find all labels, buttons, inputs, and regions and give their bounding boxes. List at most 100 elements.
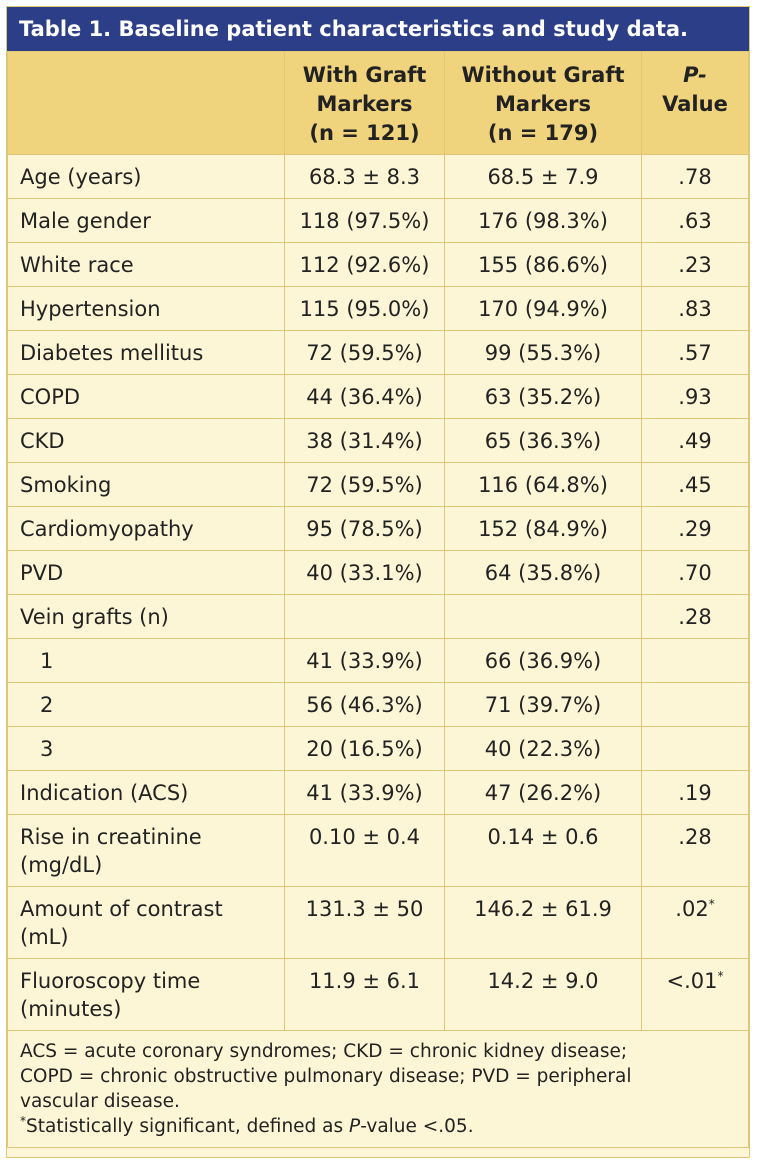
cell-p: .78	[641, 154, 749, 199]
row-label: Male gender	[7, 198, 285, 243]
cell-p	[641, 682, 749, 727]
row-label: White race	[7, 242, 285, 287]
cell-without: 176 (98.3%)	[444, 198, 642, 243]
row-label: Rise in creatinine (mg/dL)	[7, 814, 285, 887]
footnote-abbrev-1: ACS = acute coronary syndromes; CKD = ch…	[20, 1041, 628, 1062]
row-label: COPD	[7, 374, 285, 419]
cell-with: 41 (33.9%)	[284, 638, 445, 683]
table-row: Cardiomyopathy 95 (78.5%) 152 (84.9%) .2…	[7, 506, 749, 551]
cell-p: .28	[641, 594, 749, 639]
table-row: Smoking 72 (59.5%) 116 (64.8%) .45	[7, 462, 749, 507]
cell-without: 152 (84.9%)	[444, 506, 642, 551]
cell-with: 131.3 ± 50	[284, 886, 445, 959]
cell-with	[284, 594, 445, 639]
footnote-abbrev-2: COPD = chronic obstructive pulmonary dis…	[20, 1066, 632, 1087]
row-label: PVD	[7, 550, 285, 595]
cell-with: 11.9 ± 6.1	[284, 958, 445, 1031]
cell-without: 63 (35.2%)	[444, 374, 642, 419]
table-row: Vein grafts (n) .28	[7, 594, 749, 639]
cell-p	[641, 726, 749, 771]
cell-p: .93	[641, 374, 749, 419]
cell-with: 44 (36.4%)	[284, 374, 445, 419]
cell-p: .23	[641, 242, 749, 287]
cell-p: .45	[641, 462, 749, 507]
table-card: Table 1. Baseline patient characteristic…	[6, 6, 750, 1158]
cell-p: .70	[641, 550, 749, 595]
cell-without: 155 (86.6%)	[444, 242, 642, 287]
cell-without: 64 (35.8%)	[444, 550, 642, 595]
table-row: 3 20 (16.5%) 40 (22.3%)	[7, 726, 749, 771]
row-label: Fluoroscopy time (minutes)	[7, 958, 285, 1031]
table-row: COPD 44 (36.4%) 63 (35.2%) .93	[7, 374, 749, 419]
cell-without: 68.5 ± 7.9	[444, 154, 642, 199]
table-row: Rise in creatinine (mg/dL) 0.10 ± 0.4 0.…	[7, 814, 749, 887]
table-row: PVD 40 (33.1%) 64 (35.8%) .70	[7, 550, 749, 595]
cell-without: 66 (36.9%)	[444, 638, 642, 683]
cell-without	[444, 594, 642, 639]
cell-without: 47 (26.2%)	[444, 770, 642, 815]
cell-without: 116 (64.8%)	[444, 462, 642, 507]
cell-with: 68.3 ± 8.3	[284, 154, 445, 199]
cell-with: 72 (59.5%)	[284, 330, 445, 375]
significance-mark: *	[708, 897, 715, 911]
cell-without: 170 (94.9%)	[444, 286, 642, 331]
cell-with: 112 (92.6%)	[284, 242, 445, 287]
cell-p: <.01*	[641, 958, 749, 1031]
cell-p: .28	[641, 814, 749, 887]
cell-p: .57	[641, 330, 749, 375]
header-with-markers: With Graft Markers (n = 121)	[284, 51, 445, 155]
row-label: Hypertension	[7, 286, 285, 331]
row-label: Vein grafts (n)	[7, 594, 285, 639]
row-label: 2	[7, 682, 285, 727]
cell-with: 40 (33.1%)	[284, 550, 445, 595]
cell-p: .02*	[641, 886, 749, 959]
cell-without: 99 (55.3%)	[444, 330, 642, 375]
row-label: Smoking	[7, 462, 285, 507]
header-row: With Graft Markers (n = 121) Without Gra…	[7, 51, 749, 155]
cell-p: .83	[641, 286, 749, 331]
cell-with: 72 (59.5%)	[284, 462, 445, 507]
header-blank	[7, 51, 285, 155]
cell-with: 41 (33.9%)	[284, 770, 445, 815]
table-row: 2 56 (46.3%) 71 (39.7%)	[7, 682, 749, 727]
cell-with: 118 (97.5%)	[284, 198, 445, 243]
cell-without: 14.2 ± 9.0	[444, 958, 642, 1031]
row-label: Diabetes mellitus	[7, 330, 285, 375]
table-row: Indication (ACS) 41 (33.9%) 47 (26.2%) .…	[7, 770, 749, 815]
cell-p	[641, 638, 749, 683]
cell-without: 40 (22.3%)	[444, 726, 642, 771]
cell-p: .29	[641, 506, 749, 551]
table-row: Fluoroscopy time (minutes) 11.9 ± 6.1 14…	[7, 958, 749, 1031]
footnote: ACS = acute coronary syndromes; CKD = ch…	[7, 1030, 749, 1148]
cell-with: 56 (46.3%)	[284, 682, 445, 727]
row-label: 3	[7, 726, 285, 771]
cell-p: .19	[641, 770, 749, 815]
cell-p: .63	[641, 198, 749, 243]
header-p-value: P- Value	[641, 51, 749, 155]
cell-with: 95 (78.5%)	[284, 506, 445, 551]
cell-with: 38 (31.4%)	[284, 418, 445, 463]
cell-with: 0.10 ± 0.4	[284, 814, 445, 887]
row-label: Amount of contrast (mL)	[7, 886, 285, 959]
table-row: White race 112 (92.6%) 155 (86.6%) .23	[7, 242, 749, 287]
table-title: Table 1. Baseline patient characteristic…	[7, 7, 749, 51]
cell-with: 115 (95.0%)	[284, 286, 445, 331]
cell-with: 20 (16.5%)	[284, 726, 445, 771]
footnote-row: ACS = acute coronary syndromes; CKD = ch…	[7, 1030, 749, 1148]
table-row: Male gender 118 (97.5%) 176 (98.3%) .63	[7, 198, 749, 243]
cell-without: 146.2 ± 61.9	[444, 886, 642, 959]
footnote-significance: *Statistically significant, defined as P…	[20, 1113, 474, 1137]
header-without-markers: Without Graft Markers (n = 179)	[444, 51, 642, 155]
cell-without: 71 (39.7%)	[444, 682, 642, 727]
table-row: Diabetes mellitus 72 (59.5%) 99 (55.3%) …	[7, 330, 749, 375]
table-row: CKD 38 (31.4%) 65 (36.3%) .49	[7, 418, 749, 463]
cell-p: .49	[641, 418, 749, 463]
row-label: CKD	[7, 418, 285, 463]
cell-without: 65 (36.3%)	[444, 418, 642, 463]
row-label: 1	[7, 638, 285, 683]
cell-without: 0.14 ± 0.6	[444, 814, 642, 887]
footnote-abbrev-3: vascular disease.	[20, 1091, 180, 1112]
row-label: Cardiomyopathy	[7, 506, 285, 551]
table-row: Hypertension 115 (95.0%) 170 (94.9%) .83	[7, 286, 749, 331]
significance-mark: *	[717, 969, 724, 983]
